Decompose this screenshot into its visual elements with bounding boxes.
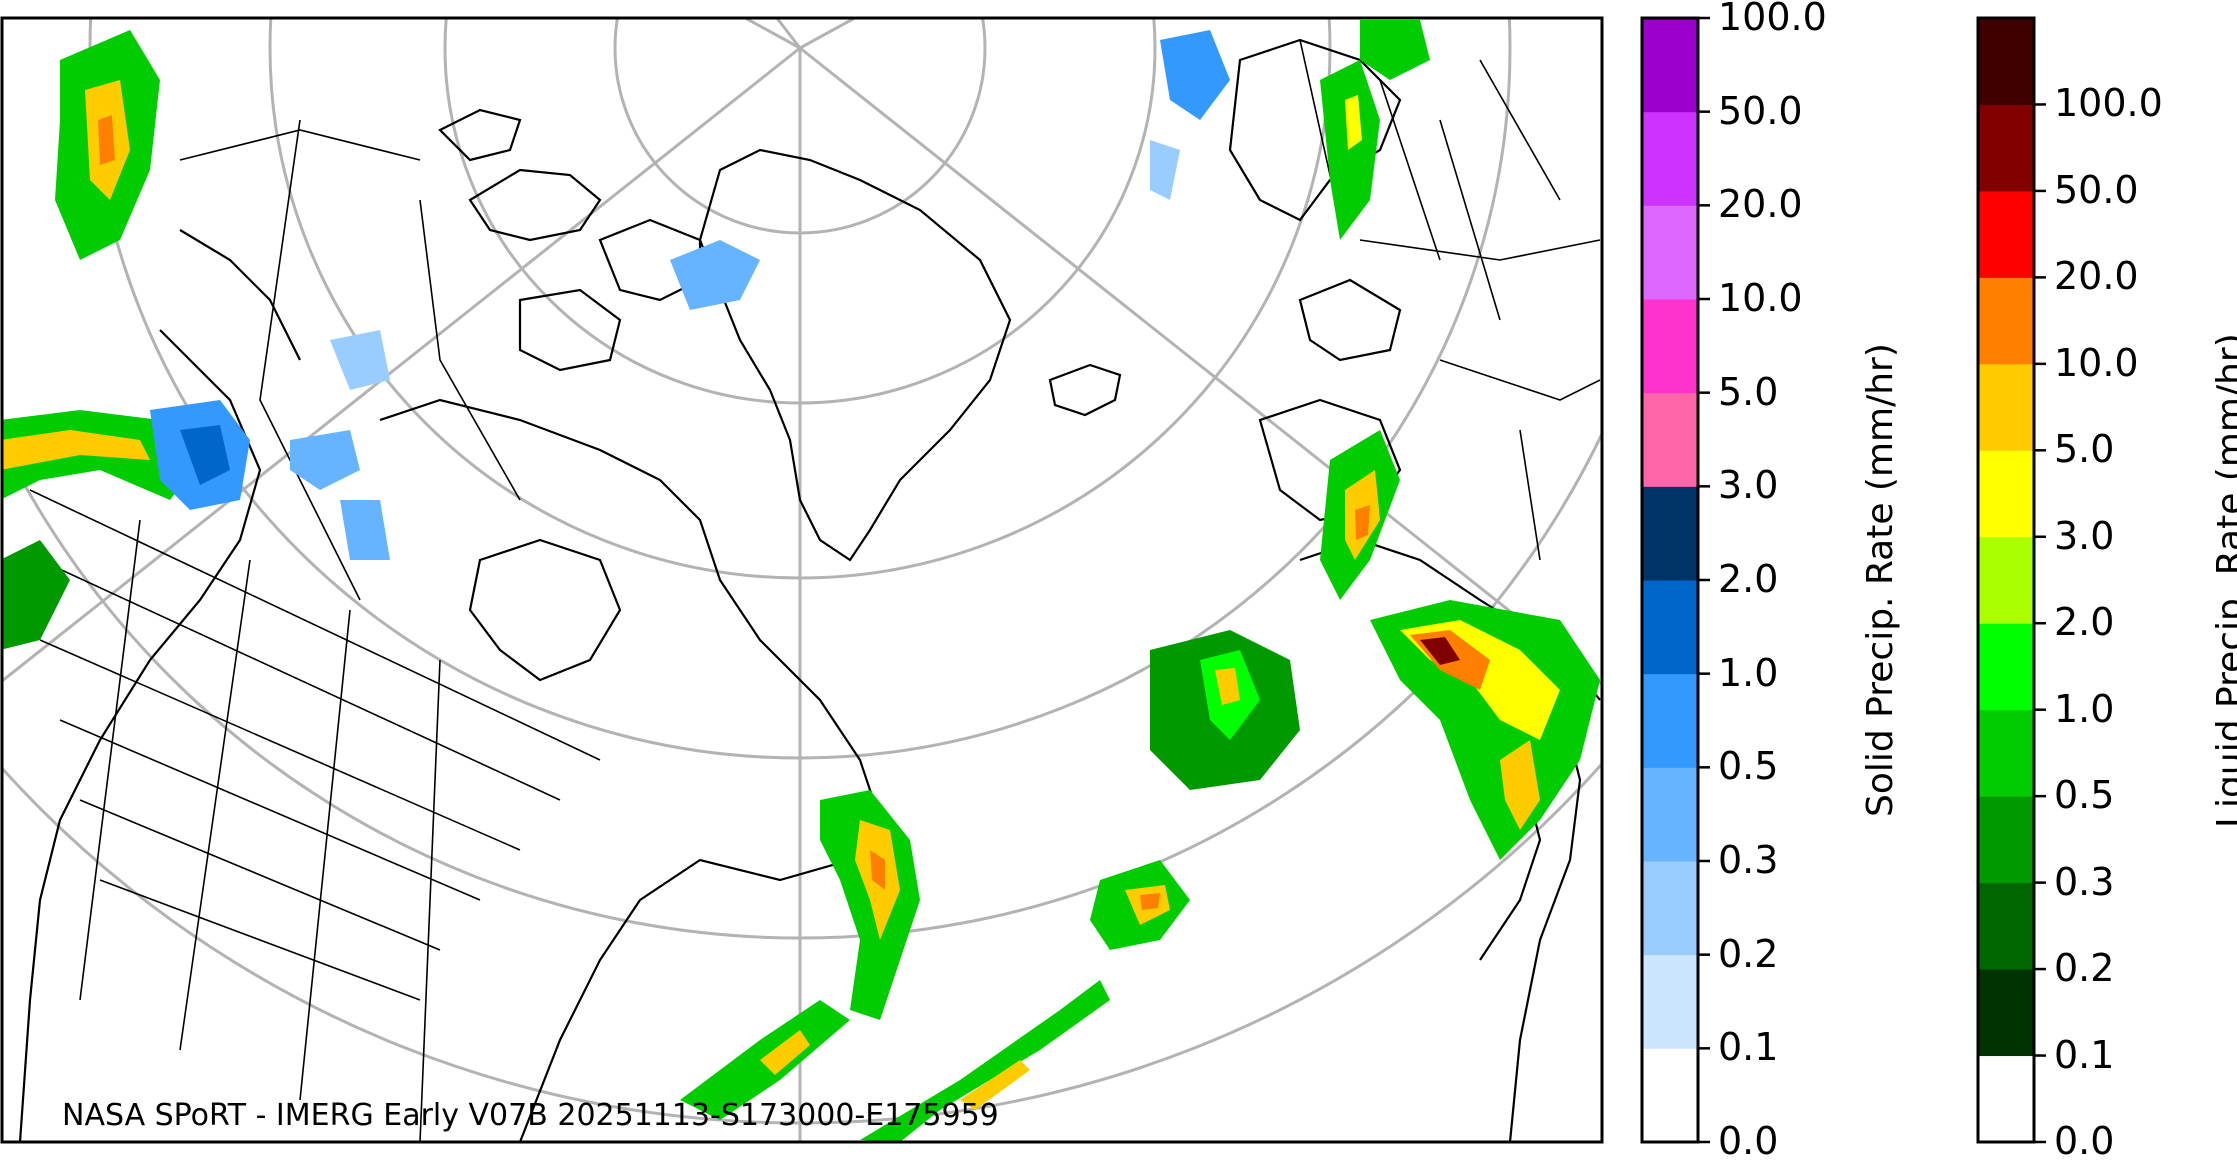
solid-color-swatch (1642, 299, 1698, 394)
liquid-tick-label: 0.1 (2054, 1032, 2115, 1077)
solid-color-swatch (1642, 580, 1698, 675)
liquid-tick-label: 3.0 (2054, 513, 2115, 558)
liquid-tick-label: 2.0 (2054, 600, 2115, 645)
solid-color-swatch (1642, 767, 1698, 862)
liquid-color-swatch (1978, 18, 2034, 105)
liquid-color-swatch (1978, 623, 2034, 711)
liquid-tick-label: 5.0 (2054, 427, 2115, 472)
liquid-color-swatch (1978, 709, 2034, 797)
liquid-tick-label: 10.0 (2054, 340, 2139, 385)
solid-tick-label: 2.0 (1718, 557, 1779, 601)
precipitation-map (0, 16, 1604, 1144)
liquid-tick-label: 1.0 (2054, 686, 2115, 731)
liquid-colorbar-svg (1976, 16, 2046, 1144)
solid-color-swatch (1642, 205, 1698, 300)
liquid-color-swatch (1978, 1055, 2034, 1143)
solid-tick-label: 1.0 (1718, 650, 1779, 695)
solid-tick-label: 0.1 (1718, 1025, 1779, 1070)
solid-tick-label: 10.0 (1718, 276, 1803, 320)
solid-tick-label: 3.0 (1718, 463, 1779, 508)
liquid-tick-label: 100.0 (2054, 81, 2163, 126)
solid-color-swatch (1642, 18, 1698, 113)
solid-tick-label: 20.0 (1718, 182, 1803, 227)
liquid-colorbar-title: Liquid Precip. Rate (mm/hr) (2210, 332, 2237, 828)
liquid-color-swatch (1978, 277, 2034, 365)
solid-color-swatch (1642, 861, 1698, 956)
solid-tick-label: 0.3 (1718, 838, 1779, 882)
liquid-tick-label: 0.3 (2054, 859, 2115, 904)
solid-color-swatch (1642, 673, 1698, 768)
solid-color-swatch (1642, 486, 1698, 581)
liquid-color-swatch (1978, 882, 2034, 970)
liquid-color-swatch (1978, 363, 2034, 451)
liquid-tick-label: 20.0 (2054, 254, 2139, 299)
liquid-tick-label: 0.2 (2054, 946, 2115, 991)
map-frame (0, 16, 1604, 1144)
solid-color-swatch (1642, 111, 1698, 206)
liquid-colorbar-frame (1976, 16, 2036, 1144)
solid-tick-label: 0.5 (1718, 744, 1779, 789)
solid-colorbar-title: Solid Precip. Rate (mm/hr) (1860, 343, 1901, 817)
liquid-color-swatch (1978, 190, 2034, 278)
liquid-tick-label: 0.5 (2054, 773, 2115, 818)
liquid-tick-label: 0.0 (2054, 1119, 2115, 1163)
solid-tick-label: 100.0 (1718, 0, 1827, 39)
liquid-color-swatch (1978, 450, 2034, 538)
solid-tick-label: 0.2 (1718, 931, 1779, 976)
solid-tick-label: 5.0 (1718, 369, 1779, 414)
solid-color-swatch (1642, 392, 1698, 487)
solid-colorbar-svg (1640, 16, 1710, 1144)
solid-color-swatch (1642, 1048, 1698, 1143)
liquid-color-swatch (1978, 969, 2034, 1057)
liquid-color-swatch (1978, 796, 2034, 884)
liquid-color-swatch (1978, 536, 2034, 624)
solid-tick-label: 0.0 (1718, 1119, 1779, 1163)
map-caption: NASA SPoRT - IMERG Early V07B 20251113-S… (62, 1098, 999, 1133)
solid-tick-label: 50.0 (1718, 88, 1803, 133)
liquid-color-swatch (1978, 104, 2034, 192)
solid-color-swatch (1642, 954, 1698, 1049)
precipitation-areas (2, 20, 1600, 1142)
liquid-tick-label: 50.0 (2054, 167, 2139, 212)
